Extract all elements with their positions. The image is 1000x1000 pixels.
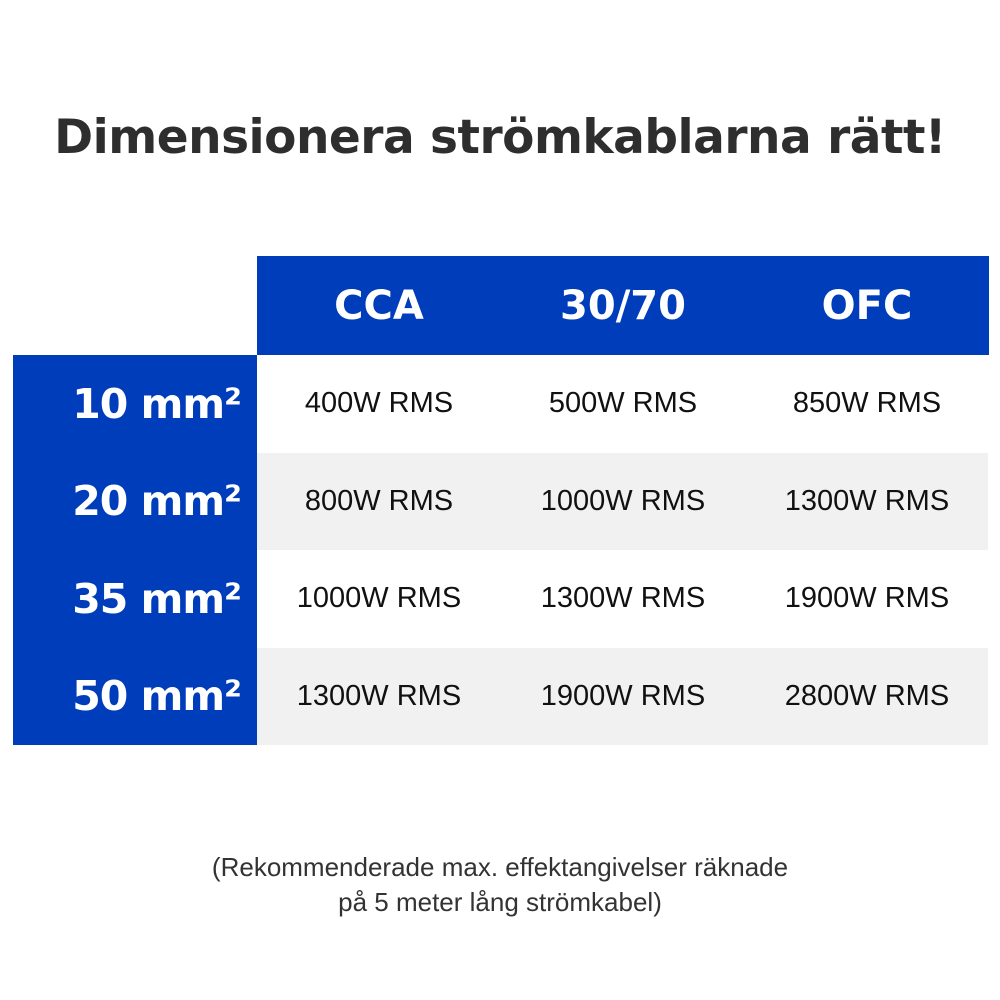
table-cell: 850W RMS: [792, 387, 942, 420]
footnote-line-1: (Rekommenderade max. effektangivelser rä…: [211, 852, 789, 882]
table-cell: 400W RMS: [304, 387, 454, 420]
table-cell: 1300W RMS: [784, 484, 950, 517]
table-cell: 500W RMS: [548, 387, 698, 420]
footnote-line-2: på 5 meter lång strömkabel): [338, 887, 662, 917]
column-header: OFC: [745, 256, 989, 355]
table-cell: 1300W RMS: [296, 679, 462, 712]
page-title: Dimensionera strömkablarna rätt!: [54, 110, 946, 165]
table-cell: 1000W RMS: [540, 484, 706, 517]
table-cell: 1900W RMS: [784, 582, 950, 615]
row-header: 50 mm²: [13, 647, 257, 745]
table-cell: 2800W RMS: [784, 679, 950, 712]
row-background: [257, 647, 988, 745]
table-cell: 1000W RMS: [296, 582, 462, 615]
column-header: CCA: [257, 256, 501, 355]
row-header: 35 mm²: [13, 550, 257, 648]
row-header: 10 mm²: [13, 355, 257, 453]
table-cell: 1300W RMS: [540, 582, 706, 615]
row-background: [257, 452, 988, 550]
column-header: 30/70: [501, 256, 745, 355]
row-header: 20 mm²: [13, 452, 257, 550]
table-cell: 1900W RMS: [540, 679, 706, 712]
table-cell: 800W RMS: [304, 484, 454, 517]
